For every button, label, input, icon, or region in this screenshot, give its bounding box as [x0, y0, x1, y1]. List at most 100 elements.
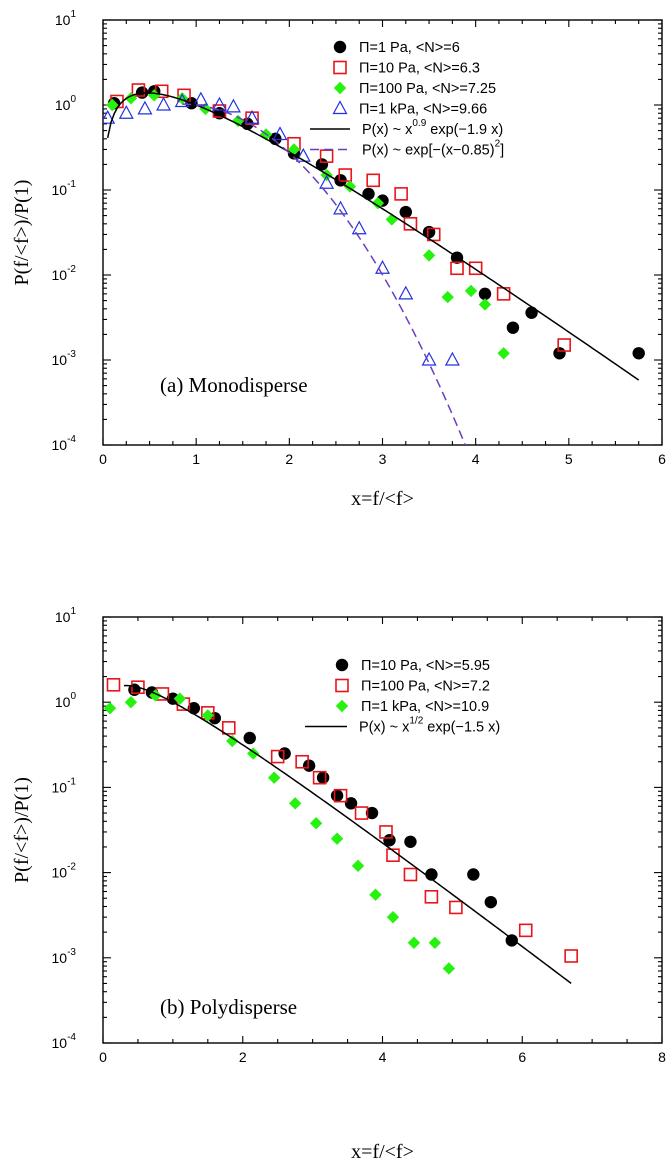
- data-point: [333, 788, 348, 803]
- data-point: [371, 196, 385, 210]
- data-point: [424, 889, 439, 904]
- x-ticks: 0 1 2 3 4 5 6: [99, 20, 666, 467]
- legend: Π=10 Pa, <N>=5.95 Π=100 Pa, <N>=7.2 Π=1 kP…: [305, 658, 500, 736]
- x-tick-label: 1: [192, 451, 200, 467]
- data-point: [166, 692, 180, 705]
- y-tick-label: 10-2: [52, 862, 77, 881]
- series-2: [103, 689, 456, 975]
- y-tick-label: 101: [55, 606, 77, 625]
- data-point: [450, 261, 464, 276]
- x-tick-label: 6: [658, 451, 666, 467]
- y-tick-label: 10-1: [52, 776, 77, 795]
- data-point: [137, 100, 153, 115]
- data-point: [484, 895, 498, 909]
- data-point: [173, 692, 187, 705]
- data-point: [312, 770, 327, 785]
- x-tick-label: 5: [565, 451, 573, 467]
- x-ticks: 0 2 4 6 8: [99, 617, 666, 1065]
- legend-label: P(x) ~ x1/2 exp(−1.5 x): [359, 716, 500, 736]
- y-axis-title: P(f/<f>)/P(1): [11, 180, 33, 286]
- data-point: [468, 261, 483, 276]
- data-point: [496, 287, 511, 301]
- data-point: [244, 109, 260, 124]
- data-point: [338, 168, 353, 182]
- data-point: [309, 817, 323, 830]
- data-point: [148, 89, 161, 102]
- data-point: [366, 173, 380, 188]
- data-point: [518, 923, 533, 938]
- legend-label: Π=1 kPa, <N>=9.66: [359, 102, 487, 118]
- data-point: [398, 285, 414, 300]
- legend-item: Π=10 Pa, <N>=5.95: [335, 658, 490, 674]
- data-point: [403, 217, 418, 231]
- x-tick-label: 3: [379, 451, 387, 467]
- y-tick-label: 10-2: [52, 264, 77, 283]
- data-point: [106, 678, 121, 692]
- data-point: [442, 962, 456, 975]
- data-point: [525, 306, 538, 319]
- fit-curve: [182, 103, 467, 445]
- y-tick-label: 10-1: [52, 179, 77, 198]
- legend-label: Π=100 Pa, <N>=7.2: [361, 679, 490, 695]
- data-point: [394, 187, 408, 201]
- data-point: [369, 888, 382, 901]
- data-point: [344, 797, 358, 810]
- chart-panel-a: 0 1 2 3 4 5 6 101 100 10-1 10-2 10-3 10-4 x=f/<f> P(f/…: [11, 9, 666, 510]
- data-point: [354, 806, 369, 820]
- data-point: [403, 867, 418, 882]
- data-point: [319, 175, 335, 189]
- data-point: [467, 868, 480, 881]
- x-tick-label: 0: [99, 451, 107, 467]
- data-point: [464, 284, 478, 298]
- data-point: [441, 290, 454, 304]
- data-point: [362, 187, 375, 201]
- data-point: [103, 702, 117, 715]
- data-point: [272, 126, 288, 141]
- data-point: [231, 114, 245, 128]
- panel-annotation: (b) Polydisperse: [160, 995, 297, 1019]
- legend-marker: [333, 40, 347, 54]
- data-point: [201, 709, 215, 722]
- data-point: [211, 96, 227, 111]
- x-tick-label: 2: [239, 1049, 247, 1065]
- data-point: [351, 859, 365, 873]
- data-point: [422, 249, 436, 262]
- data-point: [315, 158, 329, 171]
- data-point: [478, 287, 492, 301]
- data-point: [118, 104, 134, 119]
- data-point: [295, 754, 309, 769]
- legend-item: Π=1 Pa, <N>=6: [333, 40, 460, 56]
- series-3: [103, 91, 460, 366]
- y-axis-title: P(f/<f>)/P(1): [11, 777, 33, 883]
- fit-curve: [123, 684, 572, 984]
- legend: Π=1 Pa, <N>=6 Π=10 Pa, <N>=6.3 Π=100 Pa, <…: [310, 40, 504, 159]
- legend-item: Π=100 Pa, <N>=7.2: [335, 679, 490, 695]
- data-point: [407, 936, 421, 949]
- data-point: [278, 747, 291, 760]
- data-point: [288, 797, 302, 810]
- legend-item: P(x) ~ exp[−(x−0.85)2]: [310, 139, 504, 159]
- y-tick-label: 10-3: [52, 947, 77, 966]
- data-point: [632, 347, 645, 360]
- series-5: [182, 103, 467, 445]
- legend-label: Π=10 Pa, <N>=5.95: [361, 658, 490, 674]
- data-point: [267, 771, 281, 784]
- data-point: [564, 949, 578, 963]
- legend-label: P(x) ~ x0.9 exp(−1.9 x): [362, 118, 503, 138]
- data-point: [156, 96, 172, 111]
- data-point: [553, 347, 566, 360]
- data-point: [426, 227, 441, 242]
- legend-label: Π=100 Pa, <N>=7.25: [359, 81, 496, 97]
- data-point: [333, 200, 349, 215]
- y-tick-label: 101: [55, 9, 77, 28]
- data-point: [193, 91, 209, 106]
- data-point: [149, 689, 162, 702]
- data-point: [497, 347, 510, 360]
- data-point: [221, 721, 236, 735]
- data-point: [404, 835, 417, 848]
- data-point: [226, 734, 239, 748]
- data-point: [506, 321, 520, 334]
- x-tick-label: 8: [658, 1049, 666, 1065]
- legend-marker: [333, 81, 347, 95]
